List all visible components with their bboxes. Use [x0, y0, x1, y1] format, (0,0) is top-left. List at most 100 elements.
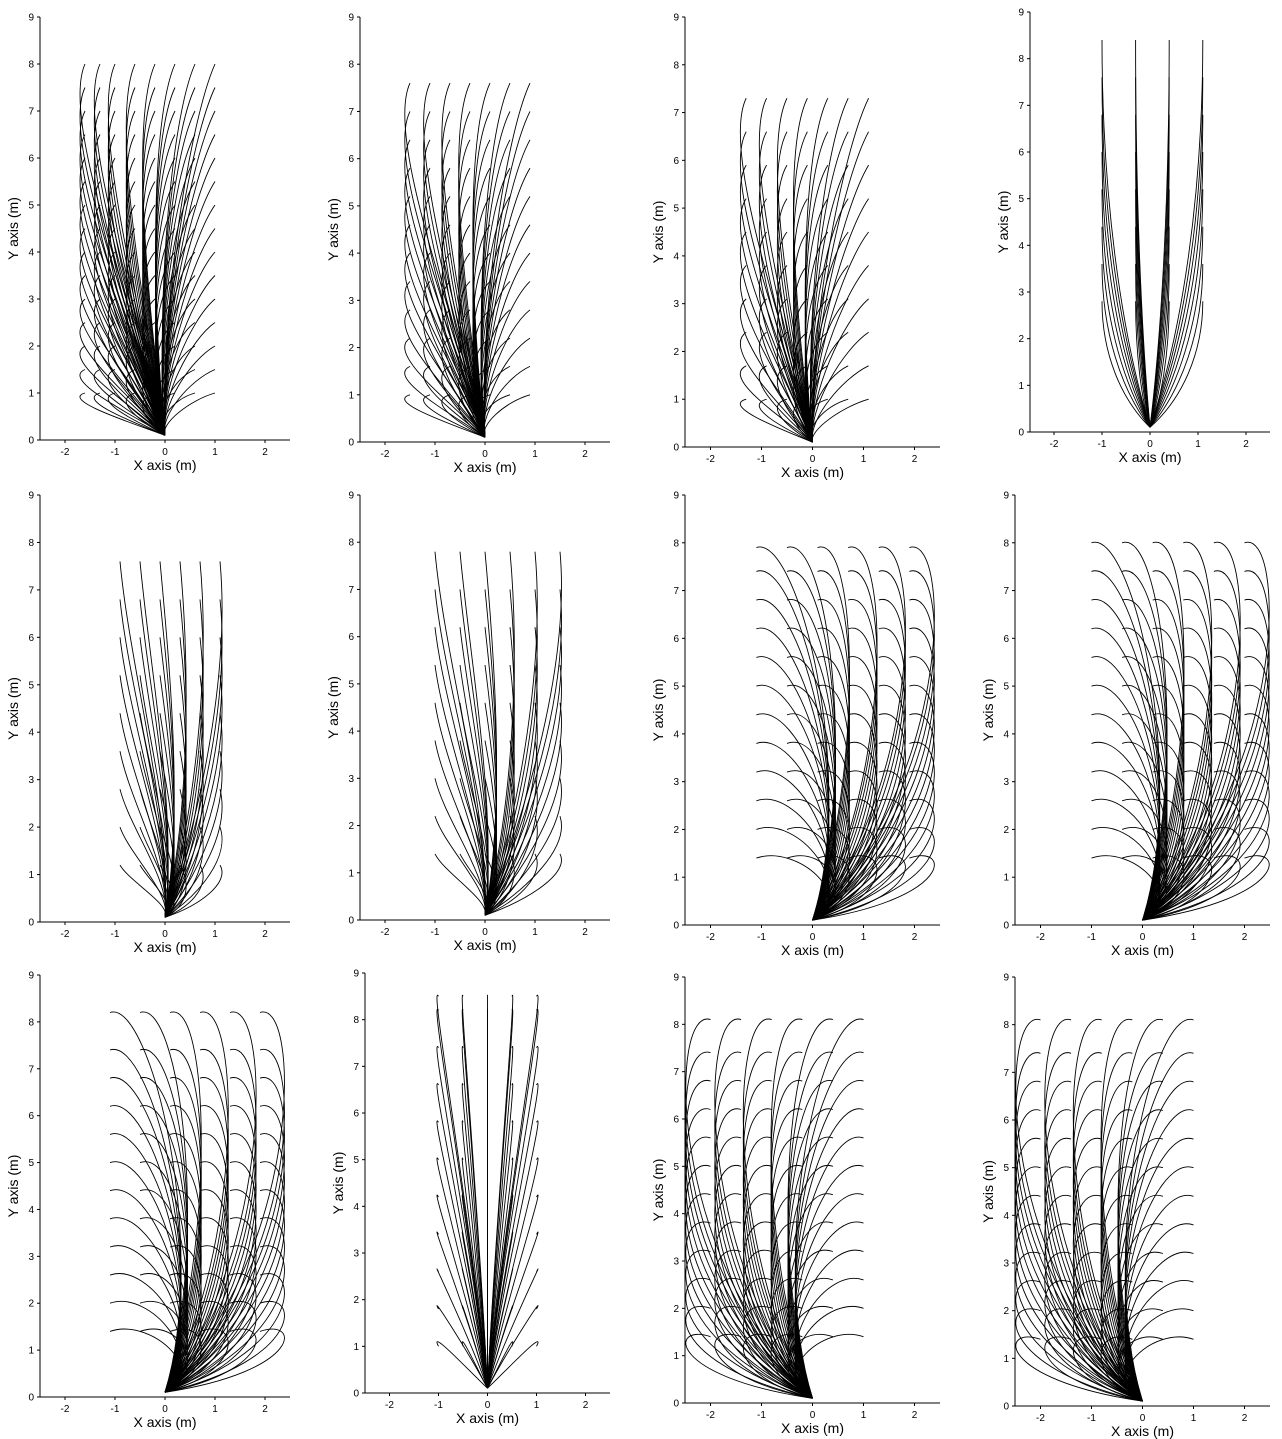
x-tick-label: 1 — [1195, 439, 1201, 450]
trajectory-line — [480, 82, 511, 438]
trajectory-line — [109, 1049, 182, 1393]
trajectory-line — [487, 1157, 514, 1389]
trajectory-line — [79, 157, 166, 436]
trajectory-line — [461, 1083, 488, 1389]
trajectory-line — [404, 309, 486, 438]
trajectory-line — [1149, 263, 1170, 428]
trajectory-group — [109, 1011, 285, 1393]
y-tick-label: 3 — [348, 774, 354, 785]
trajectory-line — [739, 198, 813, 443]
trajectory-line — [458, 82, 486, 438]
trajectory-line — [461, 1120, 488, 1389]
x-tick-label: -2 — [706, 1410, 715, 1421]
trajectory-line — [164, 1077, 285, 1393]
y-tick-label: 5 — [673, 204, 679, 215]
trajectory-line — [1117, 1019, 1164, 1402]
y-tick-label: 7 — [28, 1064, 34, 1075]
trajectory-line — [794, 1136, 864, 1399]
y-tick-label: 8 — [28, 538, 34, 549]
y-tick-label: 9 — [1003, 973, 1009, 984]
trajectory-line — [794, 1108, 864, 1399]
trajectory-plot-9: -2 -1 0 1 2 0 1 2 3 4 5 6 7 8 9 X axis (m) Y axis (m) — [5, 971, 290, 1430]
y-axis-label: Y axis (m) — [330, 1152, 346, 1215]
trajectory-line — [404, 365, 486, 438]
y-tick-label: 4 — [673, 1209, 679, 1220]
trajectory-line — [810, 131, 849, 443]
trajectory-line — [812, 546, 935, 921]
y-tick-label: 3 — [1003, 777, 1009, 788]
trajectory-line — [404, 167, 486, 438]
x-tick-label: 0 — [1147, 439, 1153, 450]
trajectory-line — [434, 551, 486, 916]
y-tick-label: 7 — [673, 586, 679, 597]
trajectory-line — [812, 798, 935, 921]
trajectory-line — [164, 369, 216, 436]
trajectory-line — [786, 599, 836, 921]
y-tick-label: 2 — [348, 343, 354, 354]
trajectory-line — [487, 994, 539, 1389]
x-tick-label: -2 — [385, 1400, 394, 1411]
trajectory-line — [1100, 1166, 1143, 1402]
trajectory-line — [164, 1011, 229, 1393]
trajectory-plot-8: -2 -1 0 1 2 0 1 2 3 4 5 6 7 8 9 X axis (m) Y axis (m) — [980, 491, 1270, 958]
trajectory-line — [742, 1080, 813, 1399]
trajectory-line — [811, 365, 869, 443]
trajectory-line — [812, 855, 935, 921]
trajectory-line — [742, 1108, 813, 1399]
trajectory-line — [484, 853, 538, 916]
x-tick-label: 1 — [534, 1400, 540, 1411]
trajectory-line — [685, 1164, 813, 1399]
trajectory-line — [812, 656, 878, 921]
y-tick-label: 0 — [673, 921, 679, 932]
trajectory-line — [756, 770, 830, 921]
x-axis-label: X axis (m) — [781, 464, 844, 480]
trajectory-line — [487, 1120, 514, 1389]
y-tick-label: 9 — [673, 491, 679, 502]
trajectory-line — [685, 1306, 813, 1399]
x-tick-label: -2 — [61, 929, 70, 940]
trajectory-line — [109, 1217, 182, 1393]
trajectory-line — [155, 63, 176, 436]
trajectory-plot-4: -2 -1 0 1 2 0 1 2 3 4 5 6 7 8 9 X axis (m) Y axis (m) — [995, 8, 1270, 465]
trajectory-line — [79, 87, 166, 436]
trajectory-line — [776, 131, 813, 443]
trajectory-line — [1091, 599, 1161, 921]
y-tick-label: 1 — [28, 1346, 34, 1357]
trajectory-group — [739, 98, 870, 443]
x-tick-label: 1 — [1191, 932, 1197, 943]
trajectory-line — [484, 815, 538, 916]
trajectory-line — [484, 664, 562, 916]
y-tick-label: 2 — [28, 823, 34, 834]
trajectory-line — [1015, 1223, 1143, 1402]
y-tick-label: 6 — [348, 154, 354, 165]
y-tick-label: 8 — [348, 538, 354, 549]
y-tick-label: 3 — [1018, 288, 1024, 299]
trajectory-line — [786, 546, 836, 921]
y-tick-label: 2 — [1003, 1306, 1009, 1317]
trajectory-line — [1149, 301, 1170, 428]
trajectory-line — [119, 561, 167, 918]
trajectory-line — [79, 228, 166, 436]
trajectory-line — [1142, 541, 1185, 921]
y-tick-label: 2 — [673, 1304, 679, 1315]
y-tick-label: 5 — [673, 682, 679, 693]
trajectory-line — [812, 798, 906, 921]
trajectory-line — [812, 546, 878, 921]
trajectory-line — [812, 713, 878, 921]
trajectory-line — [756, 546, 830, 921]
y-tick-label: 5 — [28, 201, 34, 212]
y-tick-label: 7 — [1003, 586, 1009, 597]
trajectory-line — [1142, 684, 1213, 921]
trajectory-line — [812, 827, 935, 921]
trajectory-line — [423, 394, 486, 438]
trajectory-line — [164, 392, 216, 436]
trajectory-line — [1124, 1166, 1194, 1402]
trajectory-line — [441, 111, 486, 438]
trajectory-line — [1142, 627, 1241, 921]
trajectory-line — [125, 63, 166, 436]
y-tick-label: 5 — [1003, 1163, 1009, 1174]
trajectory-line — [793, 131, 813, 443]
y-axis-label: Y axis (m) — [5, 677, 21, 740]
trajectory-line — [1149, 151, 1204, 428]
